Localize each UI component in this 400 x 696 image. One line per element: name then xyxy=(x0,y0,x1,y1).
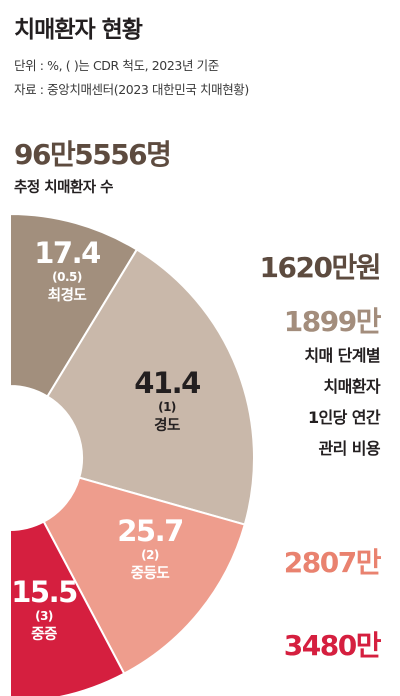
slice-value-mild: 41.4 xyxy=(134,366,201,400)
slice-cdr-severe: (3) xyxy=(35,609,53,623)
cost-moderate: 2807만 xyxy=(283,546,382,579)
slice-label-mild: 41.4 (1) 경도 xyxy=(117,367,217,436)
slice-category-mildest: 최경도 xyxy=(47,288,87,304)
slice-category-mild: 경도 xyxy=(154,418,180,434)
total-patients-value: 96만5556명 xyxy=(14,138,172,171)
cost-mild: 1899만 xyxy=(283,305,382,338)
cost-severe: 3480만 xyxy=(283,629,382,662)
cost-caption: 치매 단계별 치매환자 1인당 연간 관리 비용 xyxy=(230,340,380,464)
slice-label-mildest: 17.4 (0.5) 최경도 xyxy=(22,237,112,306)
slice-cdr-mildest: (0.5) xyxy=(52,270,82,284)
source-note: 자료 : 중앙치매센터(2023 대한민국 치매현황) xyxy=(14,82,249,97)
slice-label-moderate: 25.7 (2) 중등도 xyxy=(100,515,200,584)
slice-value-severe: 15.5 xyxy=(11,575,78,609)
slice-value-mildest: 17.4 xyxy=(34,236,101,270)
cost-caption-line-4: 관리 비용 xyxy=(318,439,381,458)
slice-severe xyxy=(9,520,126,696)
cost-caption-line-3: 1인당 연간 xyxy=(308,408,381,427)
slice-cdr-moderate: (2) xyxy=(141,548,159,562)
slice-category-moderate: 중등도 xyxy=(130,566,170,582)
slice-label-severe: 15.5 (3) 중증 xyxy=(4,576,84,645)
slice-value-moderate: 25.7 xyxy=(117,514,184,548)
slice-mildest xyxy=(9,212,139,398)
slice-moderate xyxy=(42,476,246,675)
cost-mildest: 1620만원 xyxy=(259,251,382,284)
unit-note: 단위 : %, ( )는 CDR 척도, 2023년 기준 xyxy=(14,58,219,73)
cost-caption-line-1: 치매 단계별 xyxy=(304,346,380,365)
slice-mild xyxy=(46,248,255,526)
cost-caption-line-2: 치매환자 xyxy=(323,377,381,396)
total-patients-label: 추정 치매환자 수 xyxy=(14,180,113,196)
slice-cdr-mild: (1) xyxy=(158,400,176,414)
slice-category-severe: 중증 xyxy=(31,627,57,643)
chart-title: 치매환자 현황 xyxy=(14,17,143,43)
